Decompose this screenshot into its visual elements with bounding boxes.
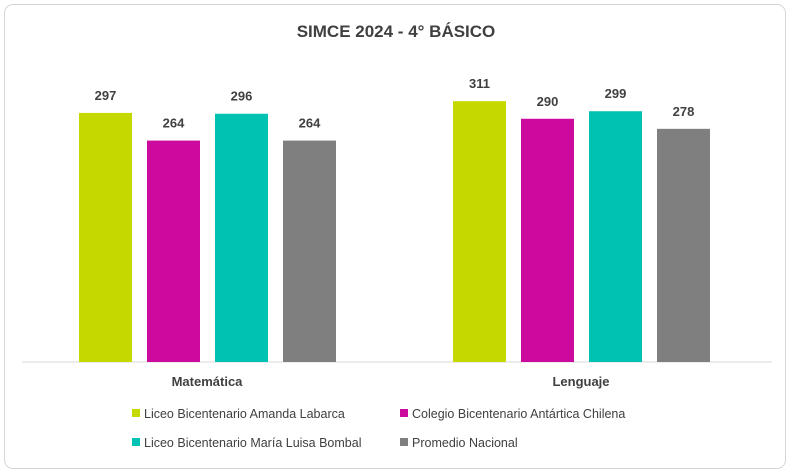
bar-3-0 [283,140,336,362]
legend-swatch-3 [400,438,408,446]
data-label-3-0: 264 [299,116,321,131]
category-label-1: Lenguaje [552,374,609,389]
data-labels-group: 297 264 296 264 311 290 299 278 [95,76,695,130]
data-label-2-1: 299 [605,86,627,101]
chart-frame [4,4,786,469]
category-label-0: Matemática [172,374,244,389]
legend-label-0: Liceo Bicentenario Amanda Labarca [144,407,345,421]
chart-title: SIMCE 2024 - 4° BÁSICO [297,22,496,41]
bar-1-0 [147,140,200,362]
bar-0-1 [453,101,506,362]
bars-group [79,101,710,362]
bar-2-1 [589,111,642,362]
category-labels-group: Matemática Lenguaje [172,374,610,389]
legend-label-1: Colegio Bicentenario Antártica Chilena [412,407,625,421]
legend-swatch-1 [400,409,408,417]
data-label-0-1: 311 [469,76,490,91]
data-label-2-0: 296 [231,89,253,104]
data-label-3-1: 278 [673,104,695,119]
data-label-0-0: 297 [95,88,117,103]
bar-0-0 [79,112,132,362]
bar-1-1 [521,118,574,362]
data-label-1-0: 264 [163,116,185,131]
legend-label-3: Promedio Nacional [412,436,518,450]
legend-swatch-0 [132,409,140,417]
bar-3-1 [657,128,710,362]
legend-swatch-2 [132,438,140,446]
legend: Liceo Bicentenario Amanda Labarca Colegio… [132,407,625,450]
bar-2-0 [215,113,268,362]
data-label-1-1: 290 [537,94,559,109]
legend-label-2: Liceo Bicentenario María Luisa Bombal [144,436,361,450]
